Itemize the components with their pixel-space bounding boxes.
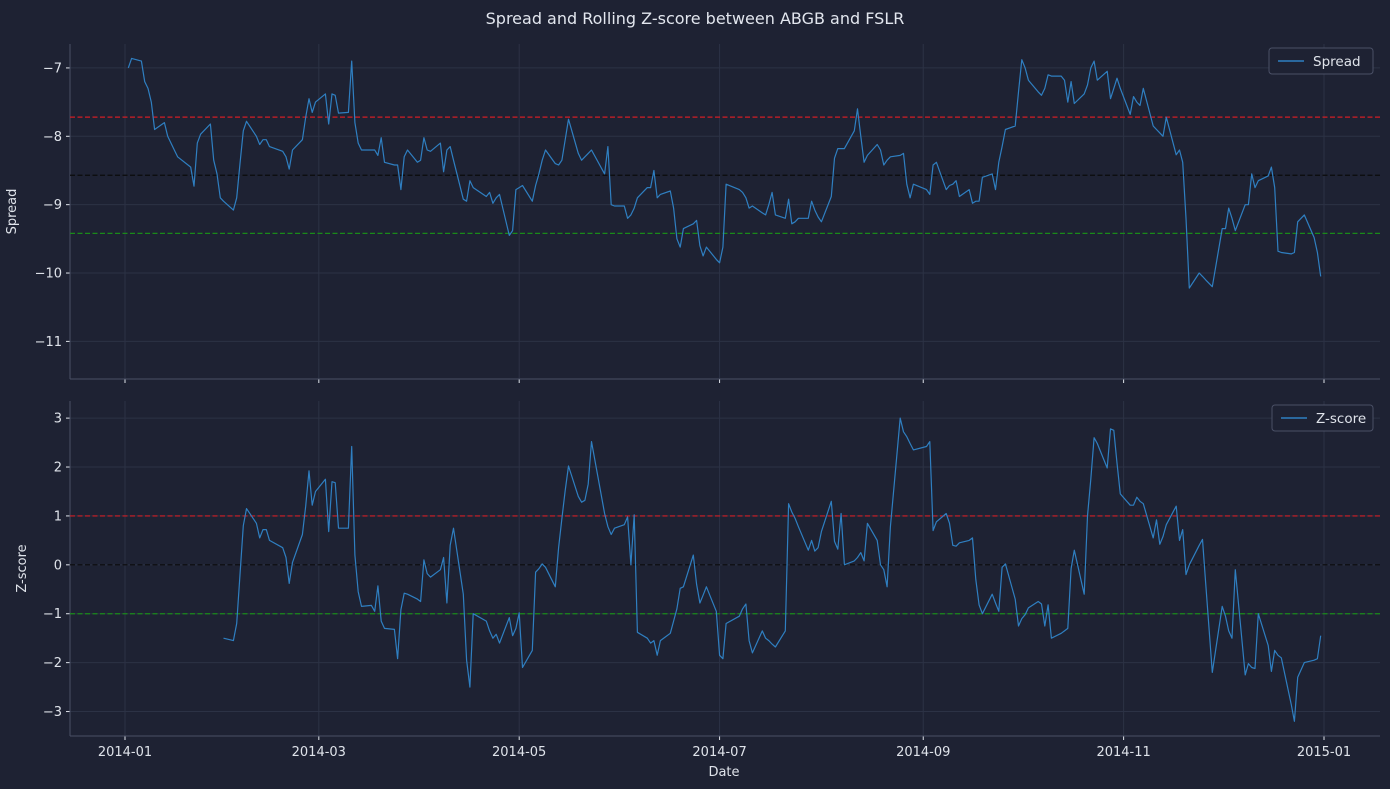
legend-label: Z-score (1316, 411, 1366, 427)
x-tick-label: 2014-05 (492, 745, 546, 760)
x-tick-label: 2015-01 (1297, 745, 1351, 760)
y-tick-label: −8 (43, 130, 62, 145)
series-line (223, 417, 1322, 722)
y-axis-label: Spread (5, 189, 20, 235)
y-tick-label: 1 (54, 509, 62, 524)
y-tick-label: 3 (54, 412, 62, 427)
y-tick-label: 0 (54, 558, 62, 573)
x-tick-label: 2014-07 (692, 745, 746, 760)
spread-panel: −7 −8 −9 −10 −11 Spread Spread (5, 44, 1380, 383)
series-line (127, 57, 1322, 289)
y-tick-label: −7 (43, 61, 62, 76)
y-tick-label: −3 (43, 705, 62, 720)
legend-box (1268, 47, 1374, 75)
x-tick-label: 2014-01 (98, 745, 152, 760)
y-tick-label: −1 (43, 607, 62, 622)
y-tick-label: −2 (43, 656, 62, 671)
zscore-panel: 2014-01 2014-03 2014-05 2014-07 2014-09 2014-… (15, 401, 1380, 760)
y-tick-label: −11 (35, 335, 62, 350)
y-tick-label: −9 (43, 198, 62, 213)
y-tick-label: 2 (54, 461, 62, 476)
y-tick-label: −10 (35, 267, 62, 282)
x-tick-label: 2014-03 (292, 745, 346, 760)
figure-title: Spread and Rolling Z-score between ABGB … (486, 9, 905, 28)
legend-label: Spread (1313, 54, 1361, 70)
x-tick-label: 2014-11 (1096, 745, 1150, 760)
x-axis-label: Date (708, 765, 739, 780)
x-tick-label: 2014-09 (896, 745, 950, 760)
legend-box (1271, 404, 1374, 432)
y-axis-label: Z-score (15, 544, 30, 592)
